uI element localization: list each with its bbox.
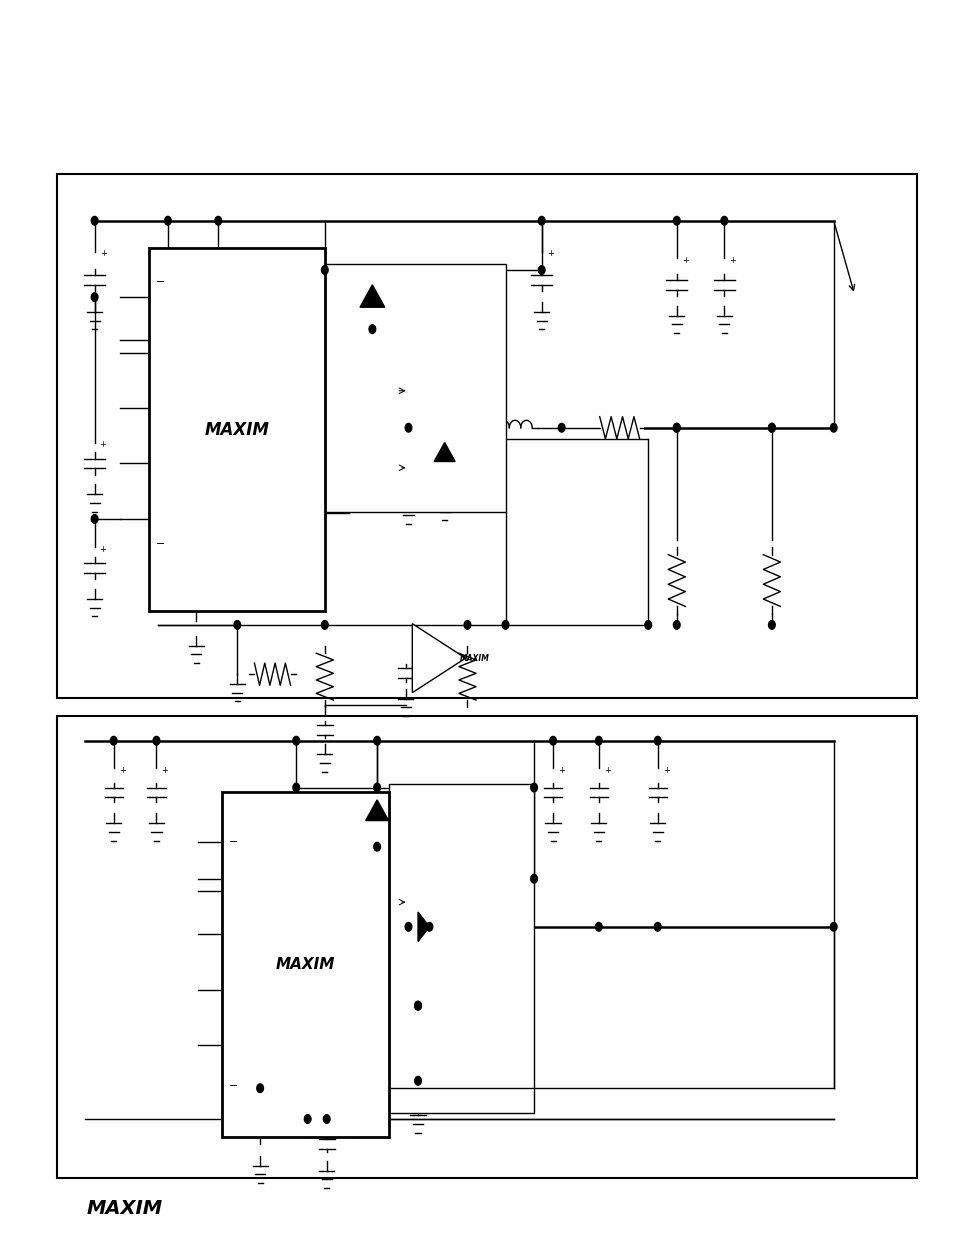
Circle shape xyxy=(673,620,679,629)
Circle shape xyxy=(673,424,679,432)
Circle shape xyxy=(426,923,433,931)
Circle shape xyxy=(829,923,836,931)
Circle shape xyxy=(405,424,412,432)
Polygon shape xyxy=(434,442,455,462)
Polygon shape xyxy=(417,911,429,941)
Text: +: + xyxy=(99,545,106,555)
Circle shape xyxy=(530,874,537,883)
Circle shape xyxy=(91,293,98,301)
Circle shape xyxy=(595,923,601,931)
Text: +: + xyxy=(729,256,736,264)
Circle shape xyxy=(374,783,380,792)
Circle shape xyxy=(256,1084,263,1093)
Circle shape xyxy=(415,1077,421,1086)
Text: −: − xyxy=(229,837,238,847)
Circle shape xyxy=(644,620,651,629)
Bar xyxy=(149,248,324,611)
Circle shape xyxy=(304,1115,311,1124)
Polygon shape xyxy=(365,800,388,820)
Text: +: + xyxy=(118,766,126,774)
Polygon shape xyxy=(412,624,465,693)
Circle shape xyxy=(768,424,775,432)
Circle shape xyxy=(537,216,544,225)
Circle shape xyxy=(829,424,836,432)
Circle shape xyxy=(321,620,328,629)
Circle shape xyxy=(558,424,564,432)
Text: +: + xyxy=(161,766,169,774)
Circle shape xyxy=(654,736,660,745)
Text: −: − xyxy=(229,1081,238,1091)
Circle shape xyxy=(654,923,660,931)
Text: MAXIM: MAXIM xyxy=(459,653,490,663)
Circle shape xyxy=(549,736,556,745)
Circle shape xyxy=(530,783,537,792)
Circle shape xyxy=(152,736,159,745)
Text: +: + xyxy=(558,766,564,774)
Circle shape xyxy=(91,515,98,524)
Circle shape xyxy=(768,424,775,432)
Circle shape xyxy=(91,216,98,225)
Text: −: − xyxy=(418,669,424,678)
Text: +: + xyxy=(99,441,106,450)
Circle shape xyxy=(501,620,508,629)
Circle shape xyxy=(374,736,380,745)
Bar xyxy=(56,174,917,698)
Circle shape xyxy=(537,266,544,274)
Circle shape xyxy=(720,216,727,225)
Bar xyxy=(324,264,505,511)
Circle shape xyxy=(374,842,380,851)
Circle shape xyxy=(464,620,471,629)
Circle shape xyxy=(233,620,240,629)
Circle shape xyxy=(415,1002,421,1010)
Circle shape xyxy=(415,1002,421,1010)
Text: MAXIM: MAXIM xyxy=(204,421,269,438)
Circle shape xyxy=(673,424,679,432)
Text: +: + xyxy=(546,249,553,258)
Text: +: + xyxy=(662,766,669,774)
Text: +: + xyxy=(603,766,610,774)
Text: −: − xyxy=(155,538,165,548)
Circle shape xyxy=(323,1115,330,1124)
Circle shape xyxy=(293,783,299,792)
Text: +: + xyxy=(100,249,107,258)
Bar xyxy=(56,716,917,1178)
Bar xyxy=(388,784,534,1113)
Circle shape xyxy=(369,325,375,333)
Text: −: − xyxy=(155,278,165,288)
Circle shape xyxy=(214,216,221,225)
Circle shape xyxy=(405,923,412,931)
Text: MAXIM: MAXIM xyxy=(87,1199,163,1219)
Circle shape xyxy=(111,736,117,745)
Text: +: + xyxy=(418,638,424,647)
Circle shape xyxy=(595,736,601,745)
Circle shape xyxy=(321,266,328,274)
Circle shape xyxy=(164,216,171,225)
Circle shape xyxy=(673,216,679,225)
Text: +: + xyxy=(681,256,688,264)
Text: MAXIM: MAXIM xyxy=(275,957,335,972)
Circle shape xyxy=(768,620,775,629)
Polygon shape xyxy=(359,285,384,308)
Circle shape xyxy=(293,736,299,745)
Bar xyxy=(222,793,388,1137)
